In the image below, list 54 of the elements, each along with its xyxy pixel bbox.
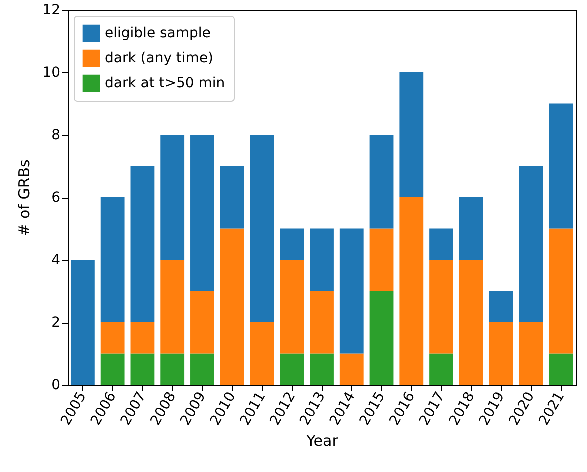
bar (459, 260, 484, 385)
bar (310, 354, 334, 385)
bar (160, 354, 185, 385)
y-axis-title: # of GRBs (16, 159, 34, 236)
y-tick-label: 8 (52, 128, 60, 144)
bar (190, 135, 214, 292)
bar (130, 354, 155, 385)
y-tick-label: 0 (52, 378, 60, 394)
bar (489, 291, 514, 322)
bar (340, 228, 364, 354)
bar (370, 291, 394, 385)
bar (70, 260, 95, 385)
bar (250, 322, 274, 385)
legend-label: dark at t>50 min (105, 76, 226, 92)
bar (280, 354, 304, 385)
bar (489, 322, 514, 385)
bar (100, 322, 125, 354)
y-tick-label: 2 (52, 315, 60, 331)
bar (430, 354, 454, 385)
bar (100, 354, 125, 385)
y-tick-label: 6 (52, 190, 61, 206)
y-tick-label: 4 (52, 252, 61, 268)
legend-label: dark (any time) (105, 50, 214, 66)
bar (100, 198, 125, 322)
bar (370, 135, 394, 229)
bar (400, 72, 424, 198)
bar (310, 291, 334, 354)
bar (220, 166, 244, 229)
bar (160, 135, 185, 260)
bar (370, 228, 394, 292)
y-tick-label: 12 (42, 2, 60, 18)
bar (549, 104, 574, 229)
bar (519, 166, 544, 322)
bar (250, 135, 274, 322)
bar (190, 291, 214, 354)
legend-label: eligible sample (105, 26, 211, 42)
x-axis-title: Year (306, 432, 340, 450)
bar (459, 198, 484, 260)
bar (310, 228, 334, 292)
y-tick-label: 10 (42, 65, 60, 81)
bar (519, 322, 544, 385)
bar (130, 166, 155, 322)
bar (340, 354, 364, 385)
bar (400, 198, 424, 385)
bar (549, 354, 574, 385)
bar (190, 354, 214, 385)
bar (430, 228, 454, 260)
bar (160, 260, 185, 354)
bar (430, 260, 454, 354)
bar (280, 260, 304, 354)
bar (130, 322, 155, 354)
bar (280, 228, 304, 260)
bar (549, 228, 574, 354)
bar (220, 228, 244, 385)
